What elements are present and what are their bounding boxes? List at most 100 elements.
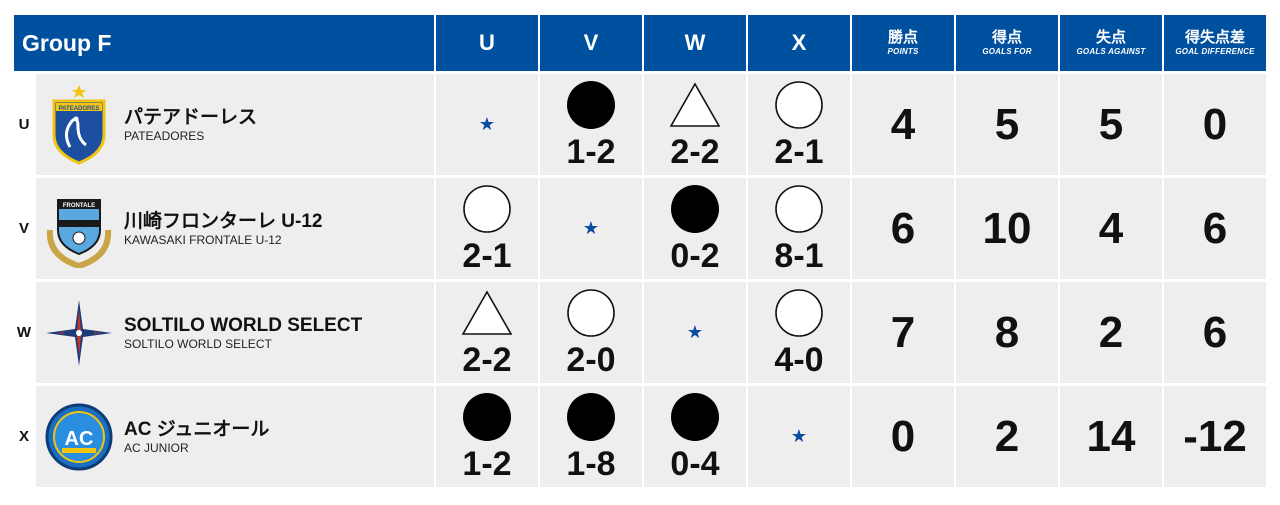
result-loss-icon — [669, 391, 721, 443]
result-cell-x-vs-u: 1-2 — [436, 386, 538, 487]
team-name-en-w: SOLTILO WORLD SELECT — [124, 336, 272, 351]
goals-for-header-jp: 得点 — [991, 29, 1022, 46]
team-row-x: X AC AC ジュニオール AC JUNIOR 1-2 1-8 0-4 ★ 0 2 14 -12 — [14, 386, 1266, 487]
result-loss-icon — [565, 391, 617, 443]
goal-difference-w: 6 — [1164, 282, 1266, 383]
match-score: 2-2 — [670, 133, 720, 171]
group-title: Group F — [14, 15, 434, 71]
team-name-jp-v: 川崎フロンターレ U-12 — [124, 210, 323, 232]
goals-for-u: 5 — [956, 74, 1058, 175]
result-cell-u-vs-x: 2-1 — [748, 74, 850, 175]
goals-for-header-en: GOALS FOR — [982, 47, 1032, 56]
team-name-jp-w: SOLTILO WORLD SELECT — [124, 314, 363, 336]
points-w: 7 — [852, 282, 954, 383]
opponent-header-x: X — [748, 15, 850, 71]
result-cell-x-vs-w: 0-4 — [644, 386, 746, 487]
goal-difference-x: -12 — [1164, 386, 1266, 487]
points-header-en: POINTS — [887, 47, 919, 56]
match-score: 1-8 — [566, 445, 616, 483]
match-score: 2-0 — [566, 341, 616, 379]
result-cell-v-vs-u: 2-1 — [436, 178, 538, 279]
points-v: 6 — [852, 178, 954, 279]
star-icon: ★ — [582, 218, 600, 238]
goals-for-w: 8 — [956, 282, 1058, 383]
team-key-x: X — [14, 386, 34, 487]
team-logo-v: FRONTALE — [44, 187, 114, 271]
team-name-en-u: PATEADORES — [124, 128, 205, 143]
goal-difference-header-en: GOAL DIFFERENCE — [1175, 47, 1255, 56]
pateadores-logo-text: PATEADORES — [59, 106, 100, 112]
opponent-header-w: W — [644, 15, 746, 71]
points-header-jp: 勝点 — [887, 29, 918, 46]
goals-against-header-jp: 失点 — [1095, 29, 1126, 46]
goals-against-header-en: GOALS AGAINST — [1076, 47, 1146, 56]
result-win-icon — [565, 287, 617, 339]
team-cell-v: FRONTALE 川崎フロンターレ U-12 KAWASAKI FRONTALE U… — [36, 178, 434, 279]
standings-body: U PATEADORES パテアドーレス PATEADORES ★ 1-2 2-2 2-1 4 5… — [14, 74, 1266, 487]
opponent-header-v: V — [540, 15, 642, 71]
opponent-header-u: U — [436, 15, 538, 71]
star-icon: ★ — [478, 114, 496, 134]
team-key-w: W — [14, 282, 34, 383]
goals-for-x: 2 — [956, 386, 1058, 487]
match-score: 1-2 — [462, 445, 512, 483]
result-draw-icon — [461, 287, 513, 339]
self-match-cell-w: ★ — [644, 282, 746, 383]
result-loss-icon — [669, 183, 721, 235]
result-cell-u-vs-v: 1-2 — [540, 74, 642, 175]
team-cell-w: SOLTILO WORLD SELECT SOLTILO WORLD SELECT — [36, 282, 434, 383]
match-score: 2-1 — [774, 133, 824, 171]
team-cell-u: PATEADORES パテアドーレス PATEADORES — [36, 74, 434, 175]
group-standings-table: Group F U V W X 勝点 POINTS 得点 GOALS FOR 失点 G… — [12, 12, 1268, 490]
result-cell-v-vs-w: 0-2 — [644, 178, 746, 279]
result-win-icon — [773, 79, 825, 131]
goals-against-v: 4 — [1060, 178, 1162, 279]
goals-for-v: 10 — [956, 178, 1058, 279]
match-score: 8-1 — [774, 237, 824, 275]
header-row: Group F U V W X 勝点 POINTS 得点 GOALS FOR 失点 G… — [14, 15, 1266, 71]
goal-difference-header-jp: 得失点差 — [1184, 29, 1245, 46]
match-score: 4-0 — [774, 341, 824, 379]
goal-difference-u: 0 — [1164, 74, 1266, 175]
match-score: 0-4 — [670, 445, 720, 483]
star-icon: ★ — [686, 322, 704, 342]
goal-difference-v: 6 — [1164, 178, 1266, 279]
team-name-jp-x: AC ジュニオール — [124, 418, 270, 440]
team-name-en-v: KAWASAKI FRONTALE U-12 — [124, 232, 282, 247]
result-win-icon — [773, 287, 825, 339]
goals-against-header: 失点 GOALS AGAINST — [1060, 15, 1162, 71]
star-icon: ★ — [790, 426, 808, 446]
goals-against-u: 5 — [1060, 74, 1162, 175]
result-cell-u-vs-w: 2-2 — [644, 74, 746, 175]
result-loss-icon — [461, 391, 513, 443]
team-row-v: V FRONTALE 川崎フロンターレ U-12 KAWASAKI FRONTALE … — [14, 178, 1266, 279]
team-logo-w — [44, 291, 114, 375]
result-cell-w-vs-x: 4-0 — [748, 282, 850, 383]
points-header: 勝点 POINTS — [852, 15, 954, 71]
frontale-logo-text: FRONTALE — [63, 203, 95, 209]
result-cell-v-vs-x: 8-1 — [748, 178, 850, 279]
points-x: 0 — [852, 386, 954, 487]
team-row-u: U PATEADORES パテアドーレス PATEADORES ★ 1-2 2-2 2-1 4 5… — [14, 74, 1266, 175]
result-cell-w-vs-v: 2-0 — [540, 282, 642, 383]
result-cell-w-vs-u: 2-2 — [436, 282, 538, 383]
result-win-icon — [461, 183, 513, 235]
result-draw-icon — [669, 79, 721, 131]
team-key-u: U — [14, 74, 34, 175]
goals-against-w: 2 — [1060, 282, 1162, 383]
team-name-jp-u: パテアドーレス — [124, 106, 258, 128]
ac-junior-logo-text: AC — [65, 428, 94, 450]
result-loss-icon — [565, 79, 617, 131]
team-logo-u: PATEADORES — [44, 83, 114, 167]
goal-difference-header: 得失点差 GOAL DIFFERENCE — [1164, 15, 1266, 71]
self-match-cell-v: ★ — [540, 178, 642, 279]
match-score: 2-1 — [462, 237, 512, 275]
self-match-cell-x: ★ — [748, 386, 850, 487]
match-score: 2-2 — [462, 341, 512, 379]
points-u: 4 — [852, 74, 954, 175]
result-cell-x-vs-v: 1-8 — [540, 386, 642, 487]
result-win-icon — [773, 183, 825, 235]
team-cell-x: AC AC ジュニオール AC JUNIOR — [36, 386, 434, 487]
goals-for-header: 得点 GOALS FOR — [956, 15, 1058, 71]
team-key-v: V — [14, 178, 34, 279]
